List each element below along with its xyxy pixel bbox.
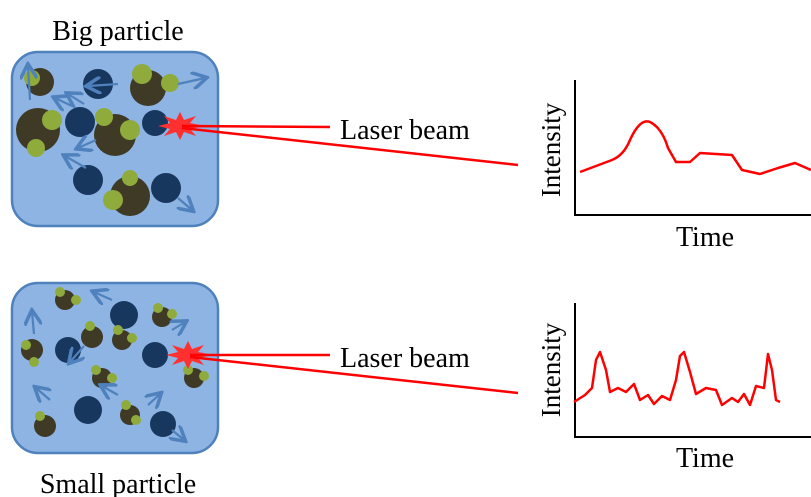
- panel-title: Big particle: [52, 16, 183, 47]
- y-axis-label: Intensity: [536, 322, 566, 417]
- x-axis-label: Time: [676, 443, 734, 474]
- small-particle-panel: Laser beam Intensity Time Small particle: [12, 283, 811, 497]
- intensity-trace: [580, 121, 811, 174]
- panel-title: Small particle: [40, 469, 196, 497]
- laser-label: Laser beam: [340, 343, 470, 374]
- big-particle-panel: Big particle Laser beam Intensity Time: [12, 16, 811, 253]
- laser-label: Laser beam: [340, 115, 470, 146]
- intensity-trace: [574, 352, 780, 405]
- diagram: Big particle Laser beam Intensity Time: [0, 0, 811, 497]
- y-axis-label: Intensity: [536, 102, 566, 197]
- x-axis-label: Time: [676, 222, 734, 253]
